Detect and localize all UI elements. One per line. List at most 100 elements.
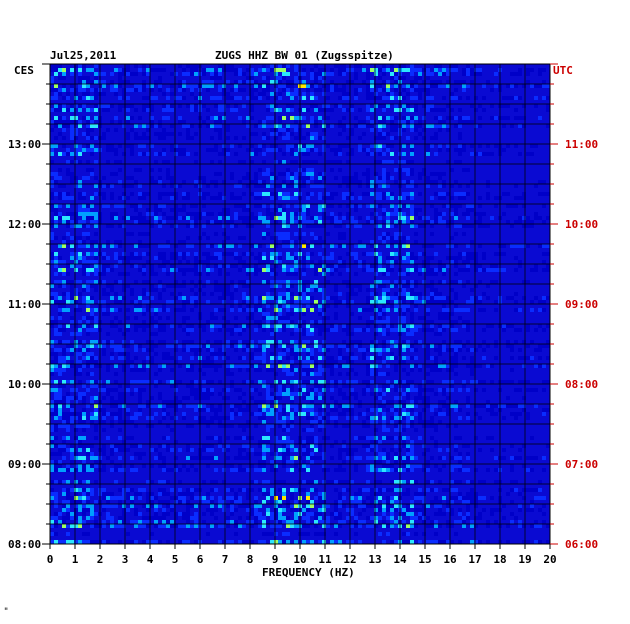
heat-cell xyxy=(422,80,426,84)
heat-cell xyxy=(58,464,62,468)
heat-cell xyxy=(322,92,326,96)
heat-cell xyxy=(90,416,94,420)
heat-cell xyxy=(422,400,426,404)
heat-cell xyxy=(314,240,318,244)
heat-cell xyxy=(442,124,446,128)
heat-cell xyxy=(410,296,414,300)
heat-cell xyxy=(390,464,394,468)
heat-cell xyxy=(70,104,74,108)
heat-cell xyxy=(422,388,426,392)
heat-cell xyxy=(510,224,514,228)
heat-cell xyxy=(314,448,318,452)
heat-cell xyxy=(258,96,262,100)
heat-cell xyxy=(138,324,142,328)
heat-cell xyxy=(246,204,250,208)
heat-cell xyxy=(418,300,422,304)
heat-cell xyxy=(522,280,526,284)
heat-cell xyxy=(450,96,454,100)
heat-cell xyxy=(262,260,266,264)
heat-cell xyxy=(310,216,314,220)
heat-cell xyxy=(102,344,106,348)
heat-cell xyxy=(382,448,386,452)
heat-cell xyxy=(406,344,410,348)
heat-cell xyxy=(166,244,170,248)
heat-cell xyxy=(170,144,174,148)
heat-cell xyxy=(82,220,86,224)
heat-cell xyxy=(142,292,146,296)
heat-cell xyxy=(502,116,506,120)
heat-cell xyxy=(210,420,214,424)
heat-cell xyxy=(314,148,318,152)
heat-cell xyxy=(406,460,410,464)
heat-cell xyxy=(106,412,110,416)
heat-cell xyxy=(202,180,206,184)
heat-cell xyxy=(278,456,282,460)
heat-cell xyxy=(226,68,230,72)
heat-cell xyxy=(102,192,106,196)
heat-cell xyxy=(286,296,290,300)
heat-cell xyxy=(182,252,186,256)
heat-cell xyxy=(62,216,66,220)
heat-cell xyxy=(414,224,418,228)
heat-cell xyxy=(102,388,106,392)
heat-cell xyxy=(310,84,314,88)
heat-cell xyxy=(270,104,274,108)
heat-cell xyxy=(346,252,350,256)
heat-cell xyxy=(218,76,222,80)
heat-cell xyxy=(326,280,330,284)
heat-cell xyxy=(62,120,66,124)
heat-cell xyxy=(534,296,538,300)
heat-cell xyxy=(470,420,474,424)
heat-cell xyxy=(342,92,346,96)
heat-cell xyxy=(310,288,314,292)
heat-cell xyxy=(314,324,318,328)
heat-cell xyxy=(522,104,526,108)
heat-cell xyxy=(266,344,270,348)
heat-cell xyxy=(74,364,78,368)
heat-cell xyxy=(378,120,382,124)
heat-cell xyxy=(510,380,514,384)
heat-cell xyxy=(54,68,58,72)
heat-cell xyxy=(402,240,406,244)
heat-cell xyxy=(222,316,226,320)
heat-cell xyxy=(222,244,226,248)
heat-cell xyxy=(230,340,234,344)
heat-cell xyxy=(406,108,410,112)
heat-cell xyxy=(194,396,198,400)
heat-cell xyxy=(258,452,262,456)
heat-cell xyxy=(222,224,226,228)
heat-cell xyxy=(258,412,262,416)
heat-cell xyxy=(290,352,294,356)
left-zone-label: CES xyxy=(14,64,34,77)
heat-cell xyxy=(450,364,454,368)
heat-cell xyxy=(74,340,78,344)
heat-cell xyxy=(174,208,178,212)
heat-cell xyxy=(58,176,62,180)
heat-cell xyxy=(458,224,462,228)
heat-cell xyxy=(330,360,334,364)
heat-cell xyxy=(446,404,450,408)
heat-cell xyxy=(334,384,338,388)
heat-cell xyxy=(86,132,90,136)
heat-cell xyxy=(238,72,242,76)
heat-cell xyxy=(154,372,158,376)
heat-cell xyxy=(214,436,218,440)
heat-cell xyxy=(358,308,362,312)
heat-cell xyxy=(194,284,198,288)
heat-cell xyxy=(326,264,330,268)
heat-cell xyxy=(82,436,86,440)
heat-cell xyxy=(310,176,314,180)
heat-cell xyxy=(474,256,478,260)
heat-cell xyxy=(454,308,458,312)
heat-cell xyxy=(286,184,290,188)
heat-cell xyxy=(282,116,286,120)
heat-cell xyxy=(426,84,430,88)
heat-cell xyxy=(194,184,198,188)
heat-cell xyxy=(74,212,78,216)
heat-cell xyxy=(406,268,410,272)
heat-cell xyxy=(190,72,194,76)
heat-cell xyxy=(222,104,226,108)
heat-cell xyxy=(338,96,342,100)
heat-cell xyxy=(222,300,226,304)
heat-cell xyxy=(86,300,90,304)
